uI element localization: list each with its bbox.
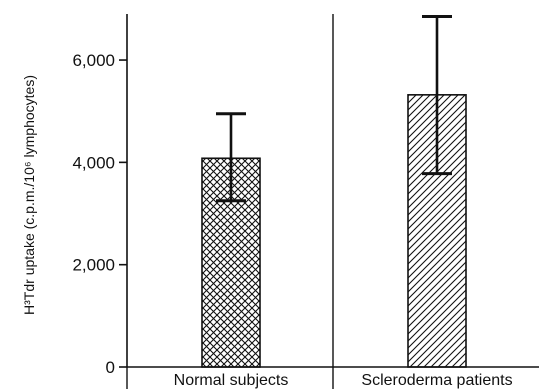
y-tick-label: 2,000 <box>72 256 115 275</box>
y-axis-label: H³Tdr uptake (c.p.m./10⁶ lymphocytes) <box>21 75 37 315</box>
category-label: Scleroderma patients <box>361 372 512 389</box>
category-label: Normal subjects <box>174 372 289 389</box>
y-ticks: 0 2,000 4,000 6,000 <box>72 51 127 377</box>
bars <box>201 94 467 368</box>
y-tick-label: 6,000 <box>72 51 115 70</box>
y-tick-label: 0 <box>106 358 115 377</box>
category-labels: Normal subjects Scleroderma patients <box>174 372 513 389</box>
y-tick-label: 4,000 <box>72 153 115 172</box>
error-bars <box>216 15 452 203</box>
axes <box>126 14 539 389</box>
